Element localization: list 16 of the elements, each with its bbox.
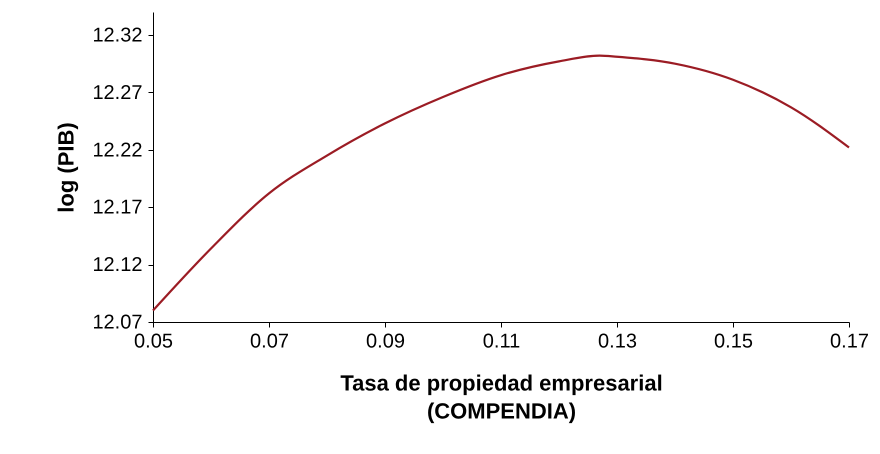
x-tick-label: 0.11	[482, 330, 520, 352]
y-tick-label: 12.07	[92, 312, 142, 334]
x-tick-label: 0.07	[250, 330, 289, 352]
y-tick-label: 12.32	[92, 24, 142, 46]
x-tick-label: 0.15	[714, 330, 753, 352]
y-axis-title: log (PIB)	[53, 122, 78, 213]
x-tick-label: 0.17	[830, 330, 869, 352]
x-tick-label: 0.13	[598, 330, 637, 352]
line-series	[152, 54, 850, 312]
y-tick-label: 12.12	[92, 254, 142, 276]
x-tick-label: 0.09	[366, 330, 405, 352]
y-tick-label: 12.27	[92, 82, 142, 104]
y-tick-label: 12.17	[92, 196, 142, 219]
x-tick-label: 0.05	[134, 330, 173, 352]
y-tick-label: 12.22	[92, 139, 142, 162]
x-axis-title: Tasa de propiedad empresarial (COMPENDIA)	[340, 370, 663, 424]
